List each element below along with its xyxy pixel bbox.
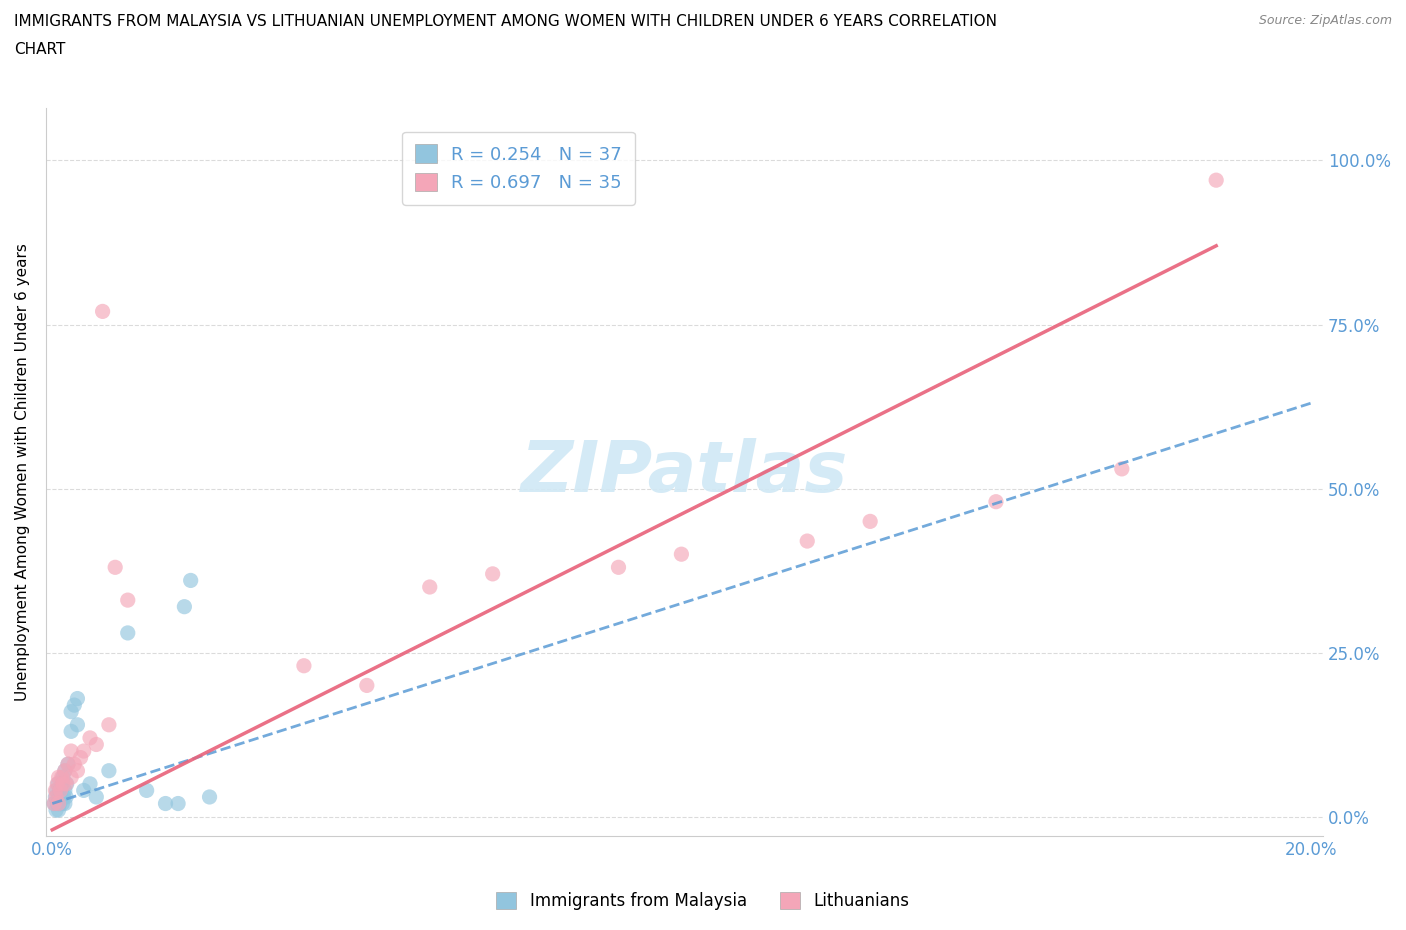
Point — [180, 573, 202, 588]
Point — [44, 796, 66, 811]
Point — [48, 790, 70, 804]
Text: CHART: CHART — [14, 42, 66, 57]
Point — [173, 599, 195, 614]
Point — [49, 790, 72, 804]
Point — [51, 777, 73, 791]
Point — [66, 691, 89, 706]
Point — [155, 796, 177, 811]
Point — [51, 796, 73, 811]
Point — [46, 777, 69, 791]
Point — [55, 777, 77, 791]
Point — [135, 783, 157, 798]
Point — [53, 764, 76, 778]
Point — [1205, 173, 1227, 188]
Point — [48, 803, 70, 817]
Point — [53, 764, 76, 778]
Text: IMMIGRANTS FROM MALAYSIA VS LITHUANIAN UNEMPLOYMENT AMONG WOMEN WITH CHILDREN UN: IMMIGRANTS FROM MALAYSIA VS LITHUANIAN U… — [14, 14, 997, 29]
Point — [796, 534, 818, 549]
Point — [73, 783, 96, 798]
Point — [45, 790, 67, 804]
Point — [117, 592, 139, 607]
Point — [56, 757, 79, 772]
Point — [79, 730, 101, 745]
Point — [45, 803, 67, 817]
Point — [356, 678, 378, 693]
Point — [117, 626, 139, 641]
Point — [198, 790, 221, 804]
Point — [292, 658, 315, 673]
Point — [91, 304, 114, 319]
Point — [63, 698, 86, 712]
Point — [51, 770, 73, 785]
Point — [859, 514, 882, 529]
Text: ZIPatlas: ZIPatlas — [520, 438, 848, 507]
Point — [69, 751, 91, 765]
Point — [53, 783, 76, 798]
Legend: Immigrants from Malaysia, Lithuanians: Immigrants from Malaysia, Lithuanians — [489, 885, 917, 917]
Point — [49, 783, 72, 798]
Point — [671, 547, 693, 562]
Point — [60, 724, 83, 738]
Point — [481, 566, 503, 581]
Point — [52, 770, 75, 785]
Point — [45, 783, 67, 798]
Point — [73, 744, 96, 759]
Point — [97, 717, 120, 732]
Point — [97, 764, 120, 778]
Point — [52, 790, 75, 804]
Point — [104, 560, 127, 575]
Point — [63, 757, 86, 772]
Text: Source: ZipAtlas.com: Source: ZipAtlas.com — [1258, 14, 1392, 27]
Point — [48, 796, 70, 811]
Point — [984, 494, 1007, 509]
Point — [607, 560, 630, 575]
Point — [53, 796, 76, 811]
Legend: R = 0.254   N = 37, R = 0.697   N = 35: R = 0.254 N = 37, R = 0.697 N = 35 — [402, 131, 634, 205]
Y-axis label: Unemployment Among Women with Children Under 6 years: Unemployment Among Women with Children U… — [15, 244, 30, 701]
Point — [419, 579, 441, 594]
Point — [60, 744, 83, 759]
Point — [46, 796, 69, 811]
Point — [55, 777, 77, 791]
Point — [49, 783, 72, 798]
Point — [66, 764, 89, 778]
Point — [49, 796, 72, 811]
Point — [60, 770, 83, 785]
Point — [52, 777, 75, 791]
Point — [66, 717, 89, 732]
Point — [84, 737, 107, 752]
Point — [44, 790, 66, 804]
Point — [1111, 461, 1133, 476]
Point — [46, 777, 69, 791]
Point — [48, 770, 70, 785]
Point — [44, 796, 66, 811]
Point — [55, 790, 77, 804]
Point — [79, 777, 101, 791]
Point — [60, 704, 83, 719]
Point — [44, 783, 66, 798]
Point — [167, 796, 190, 811]
Point — [84, 790, 107, 804]
Point — [56, 757, 79, 772]
